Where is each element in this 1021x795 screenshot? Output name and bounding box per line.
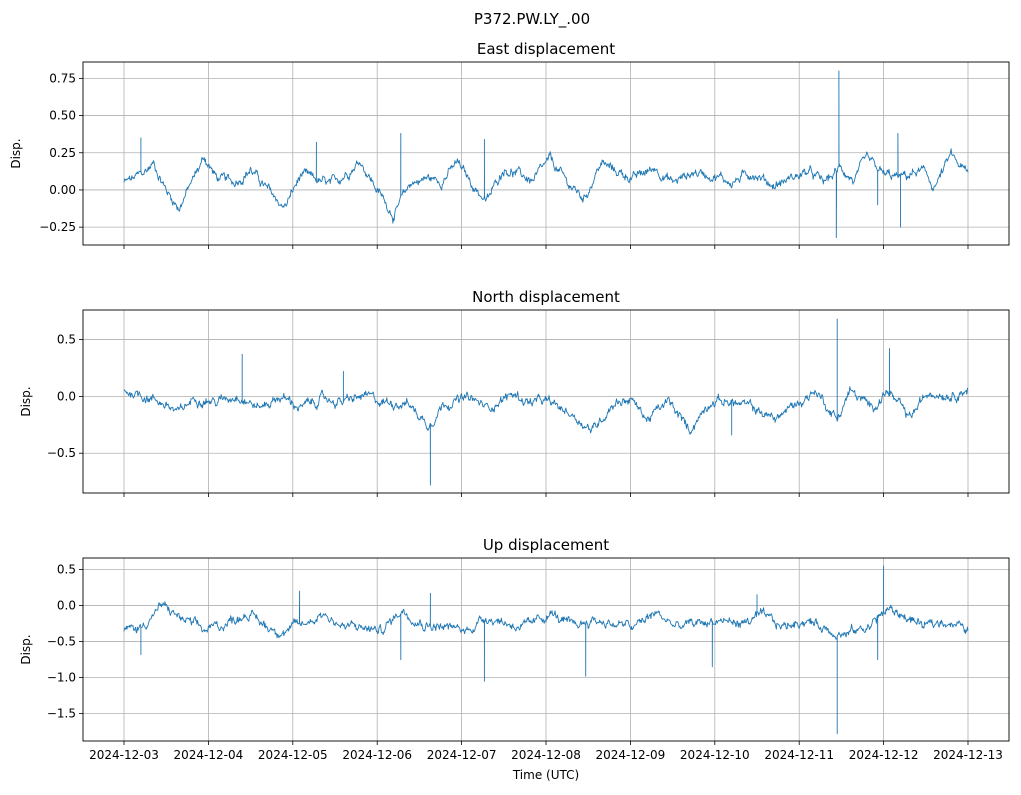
x-tick-label: 2024-12-08 [511,748,581,762]
axes-frame [82,309,1010,494]
y-axis-label: Disp. [9,138,23,168]
x-tick-label: 2024-12-13 [933,748,1003,762]
y-tick-label: 0.50 [49,109,76,123]
series-line-east [123,70,969,239]
x-tick-label: 2024-12-10 [680,748,750,762]
axes-frame [82,557,1010,742]
y-tick-label: 0.0 [57,389,76,403]
figure-title: P372.PW.LY_.00 [474,10,590,29]
subplot-1: East displacement −0.25 0.00 0.25 0.50 0.75 Di… [9,40,1010,249]
subplot-2: North displacement −0.5 0.0 0.5 Disp. [19,288,1010,497]
x-tick-label: 2024-12-04 [174,748,244,762]
y-tick-label: −0.25 [39,220,76,234]
series-line-north [123,318,969,486]
y-tick-label: 0.5 [57,333,76,347]
x-tick-label: 2024-12-09 [596,748,666,762]
axes-frame [82,61,1010,246]
y-tick-label: 0.75 [49,71,76,85]
y-tick-label: 0.00 [49,183,76,197]
x-tick-label: 2024-12-12 [849,748,919,762]
y-tick-label: −0.5 [47,446,76,460]
y-tick-label: 0.0 [57,599,76,613]
x-axis-label: Time (UTC) [512,768,579,782]
subplot-title: East displacement [477,40,615,58]
subplots: East displacement −0.25 0.00 0.25 0.50 0.75 Di… [9,40,1010,782]
series-line-up [123,565,969,735]
y-tick-label: 0.25 [49,146,76,160]
x-tick-label: 2024-12-03 [89,748,159,762]
x-tick-label: 2024-12-06 [342,748,412,762]
x-tick-label: 2024-12-07 [427,748,497,762]
x-tick-label: 2024-12-05 [258,748,328,762]
x-tick-label: 2024-12-11 [764,748,834,762]
y-tick-label: −0.5 [47,635,76,649]
y-axis-label: Disp. [19,386,33,416]
subplot-title: North displacement [472,288,620,306]
y-tick-label: −1.5 [47,707,76,721]
y-tick-label: −1.0 [47,671,76,685]
subplot-title: Up displacement [483,536,609,554]
y-tick-label: 0.5 [57,563,76,577]
y-axis-label: Disp. [19,634,33,664]
subplot-3: Up displacement 2024-12-03 2024-12-04 2024-… [19,536,1010,782]
